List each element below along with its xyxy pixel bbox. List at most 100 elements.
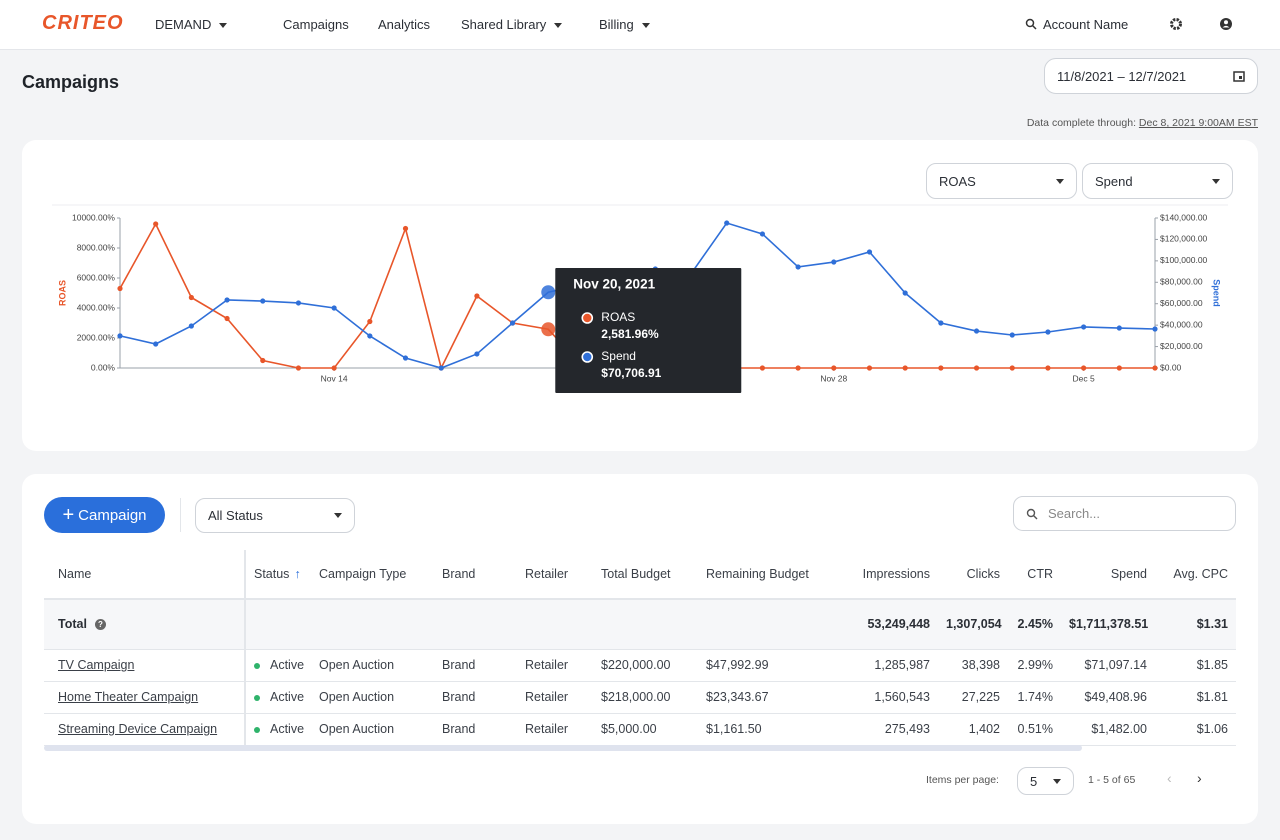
column-header[interactable]: Clicks [938, 550, 1008, 599]
status-filter[interactable]: All Status [195, 498, 355, 533]
table-cell: Open Auction [311, 681, 434, 713]
table-cell: Streaming Device Campaign [44, 713, 245, 745]
header-label: Retailer [525, 567, 568, 581]
cell-text: $1,161.50 [706, 722, 762, 736]
add-campaign-button[interactable]: +Campaign [44, 497, 165, 533]
nav-menu[interactable]: Shared Library [461, 17, 562, 32]
point [153, 341, 158, 346]
point [974, 328, 979, 333]
campaign-link[interactable]: TV Campaign [58, 658, 134, 672]
point [831, 259, 836, 264]
point [117, 286, 122, 291]
column-header[interactable]: Avg. CPC [1155, 550, 1236, 599]
total-cell [517, 599, 593, 649]
section-menu[interactable]: DEMAND [155, 17, 227, 32]
prev-page[interactable]: ‹ [1167, 770, 1172, 786]
campaign-link[interactable]: Streaming Device Campaign [58, 722, 217, 736]
total-cell: 2.45% [1008, 599, 1061, 649]
column-header[interactable]: Brand [434, 550, 517, 599]
separator [180, 498, 181, 532]
cell-text: 1,402 [969, 722, 1000, 736]
point [867, 249, 872, 254]
column-header[interactable]: Spend [1061, 550, 1155, 599]
point [189, 295, 194, 300]
column-header[interactable]: Remaining Budget [698, 550, 850, 599]
column-header[interactable]: Retailer [517, 550, 593, 599]
column-header[interactable]: Status↑ [245, 550, 311, 599]
table-cell: $1,482.00 [1061, 713, 1155, 745]
point [796, 365, 801, 370]
y2-tick-label: $120,000.00 [1160, 234, 1208, 244]
nav-link[interactable]: Analytics [378, 17, 430, 32]
total-cell [245, 599, 311, 649]
total-cell [434, 599, 517, 649]
date-range-picker[interactable]: 11/8/2021 – 12/7/2021 [1044, 58, 1258, 94]
header-row: Name Status↑Campaign TypeBrand Retailer Tot… [44, 550, 1236, 599]
axis-label: Spend [1212, 279, 1222, 307]
x-tick-label: Nov 28 [820, 373, 847, 383]
cell-text: Brand [442, 722, 475, 736]
y-tick-label: 8000.00% [77, 242, 116, 252]
table-cell: $220,000.00 [593, 649, 698, 681]
point [903, 365, 908, 370]
point [974, 365, 979, 370]
column-header[interactable]: Campaign Type [311, 550, 434, 599]
point [510, 320, 515, 325]
settings-icon[interactable] [1169, 17, 1183, 31]
campaign-link[interactable]: Home Theater Campaign [58, 690, 198, 704]
user-icon[interactable] [1219, 17, 1233, 31]
point [260, 358, 265, 363]
cell-text: Retailer [525, 722, 568, 736]
header-label: Clicks [967, 567, 1000, 581]
table-row: TV CampaignActiveOpen AuctionBrandRetail… [44, 649, 1236, 681]
table-cell: 2.99% [1008, 649, 1061, 681]
table-cell: 1.74% [1008, 681, 1061, 713]
cell-text: Active [270, 690, 304, 704]
column-header[interactable]: Impressions [850, 550, 938, 599]
header-label: CTR [1027, 567, 1053, 581]
point [1081, 365, 1086, 370]
nav-menu[interactable]: Billing [599, 17, 650, 32]
point [474, 351, 479, 356]
table-cell: 27,225 [938, 681, 1008, 713]
column-header[interactable]: Name [44, 550, 245, 599]
table-row: Streaming Device CampaignActiveOpen Auct… [44, 713, 1236, 745]
search-icon [1026, 508, 1038, 520]
table-cell: $1.85 [1155, 649, 1236, 681]
column-header[interactable]: CTR [1008, 550, 1061, 599]
point [1117, 325, 1122, 330]
items-per-page-label: Items per page: [926, 774, 999, 786]
point [153, 221, 158, 226]
header-label: Avg. CPC [1173, 567, 1228, 581]
point [724, 220, 729, 225]
point [1152, 365, 1157, 370]
point [903, 290, 908, 295]
cell-text: Open Auction [319, 658, 394, 672]
point [117, 333, 122, 338]
nav-link[interactable]: Campaigns [283, 17, 349, 32]
y2-tick-label: $40,000.00 [1160, 319, 1203, 329]
header-label: Impressions [863, 567, 930, 581]
axis-label: ROAS [57, 280, 67, 306]
scrollbar[interactable] [44, 745, 1082, 751]
column-header[interactable]: Total Budget [593, 550, 698, 599]
cell-text: Retailer [525, 658, 568, 672]
header-label: Name [58, 567, 91, 581]
search-box[interactable]: Search... [1013, 496, 1236, 531]
point [1117, 365, 1122, 370]
cell-text: Open Auction [319, 722, 394, 736]
caret [219, 23, 227, 28]
per-page-select[interactable]: 5 [1017, 767, 1074, 795]
account-name[interactable]: Account Name [1043, 17, 1128, 32]
cell-text: $47,992.99 [706, 658, 769, 672]
point [260, 298, 265, 303]
point [1045, 329, 1050, 334]
caret [1053, 779, 1061, 784]
point [367, 319, 372, 324]
data-complete-date[interactable]: Dec 8, 2021 9:00AM EST [1139, 117, 1258, 129]
table-cell: $218,000.00 [593, 681, 698, 713]
logo[interactable]: CRITEO [42, 12, 124, 35]
next-page[interactable]: › [1197, 770, 1202, 786]
